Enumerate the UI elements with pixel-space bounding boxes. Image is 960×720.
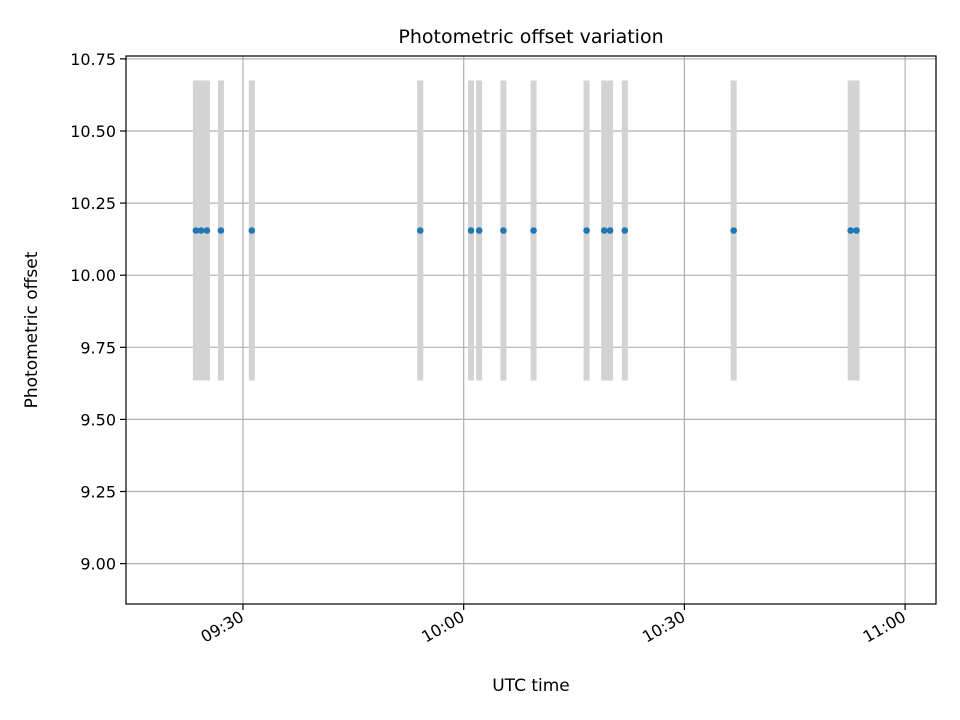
plot-frame (125, 55, 937, 605)
data-point (583, 227, 590, 234)
data-point (248, 227, 256, 234)
data-point (197, 227, 205, 234)
y-axis-label: Photometric offset (22, 251, 42, 408)
y-tick-label: 9.50 (80, 410, 116, 429)
y-tick-label: 10.00 (70, 266, 116, 285)
data-point (730, 227, 737, 234)
data-points (192, 227, 860, 234)
data-point (192, 227, 200, 234)
data-point (600, 227, 608, 234)
data-point (847, 227, 854, 234)
chart-title: Photometric offset variation (398, 26, 663, 48)
data-point (853, 227, 860, 234)
data-point (606, 227, 614, 234)
data-point (416, 227, 424, 234)
data-point (621, 227, 629, 234)
y-tick-label: 9.75 (80, 338, 116, 357)
y-tick-label: 9.00 (80, 555, 116, 574)
y-axis-ticks: 9.00 9.25 9.50 9.75 10.00 10.25 10.50 10.75 (70, 50, 126, 574)
y-tick-label: 10.75 (70, 50, 116, 69)
y-tick-label: 10.25 (70, 194, 116, 213)
x-axis-label: UTC time (492, 676, 570, 696)
data-point (203, 227, 211, 234)
y-tick-label: 10.50 (70, 122, 116, 141)
data-point (475, 227, 483, 234)
data-point (467, 227, 475, 234)
data-point (530, 227, 537, 234)
data-point (217, 227, 225, 234)
y-tick-label: 9.25 (80, 483, 116, 502)
data-point (500, 227, 507, 234)
